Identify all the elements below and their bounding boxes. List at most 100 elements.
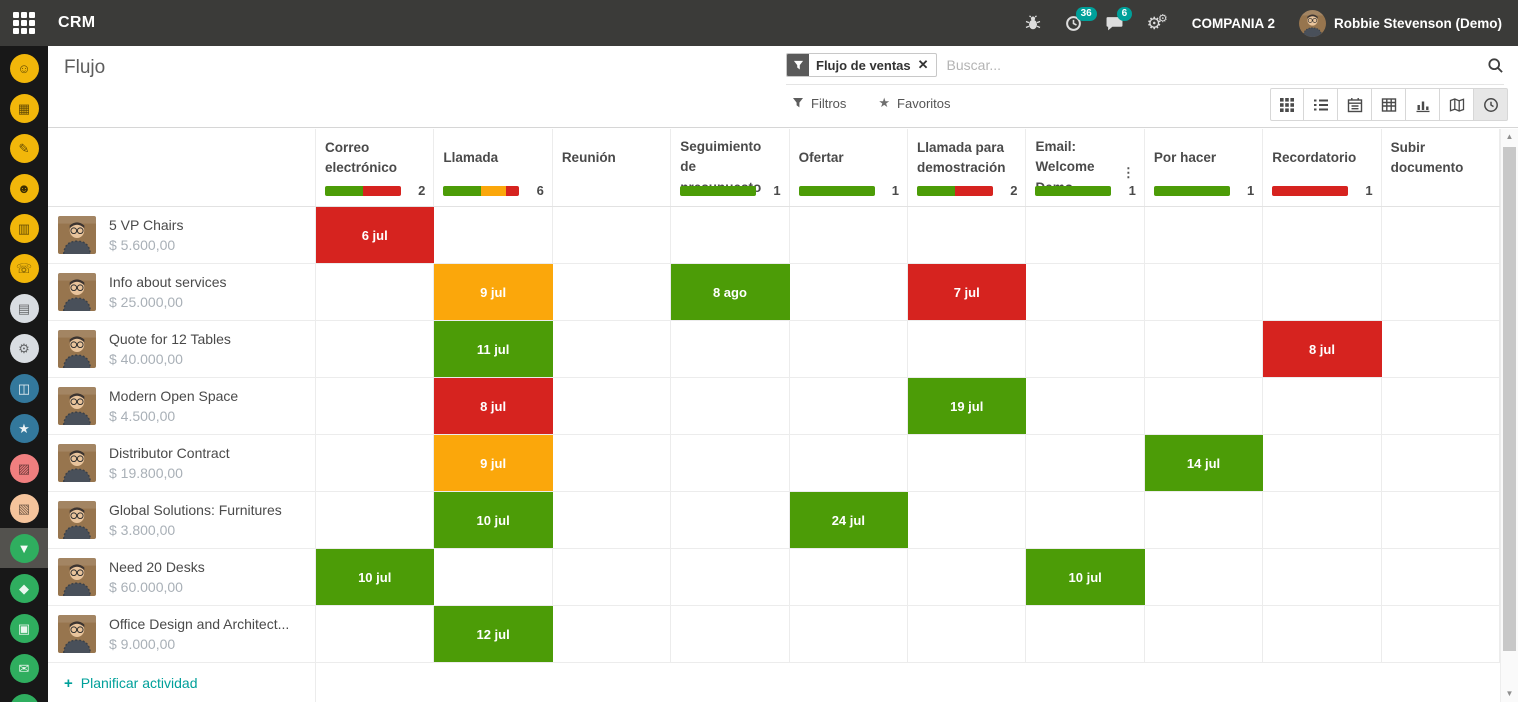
sidebar-app-project[interactable]: ● [0,688,48,702]
lead-name-cell[interactable]: Quote for 12 Tables $ 40.000,00 [48,321,316,377]
activity-cell-r2-c9[interactable] [1263,264,1382,320]
sidebar-app-presentations[interactable]: ▥ [0,208,48,248]
activity-cell-r2-c10[interactable] [1382,264,1501,320]
lead-name-cell[interactable]: Need 20 Desks $ 60.000,00 [48,549,316,605]
view-switch-map[interactable] [1440,88,1474,121]
activity-cell-r5-c2[interactable]: 9 jul [434,435,553,491]
column-progress-bar[interactable] [1153,185,1230,196]
search-icon[interactable] [1487,57,1504,74]
sidebar-app-events[interactable]: ★ [0,408,48,448]
column-header-7[interactable]: Email: Welcome Demo⋮1 [1026,129,1145,206]
sidebar-app-calendar[interactable]: ▦ [0,88,48,128]
activity-cell-r7-c2[interactable] [434,549,553,605]
activity-cell-r5-c8[interactable]: 14 jul [1144,435,1264,491]
sidebar-app-purchase[interactable]: ▨ [0,448,48,488]
sidebar-app-sales[interactable]: ◆ [0,568,48,608]
activity-cell-r7-c8[interactable] [1145,549,1264,605]
sidebar-app-inventory[interactable]: ▧ [0,488,48,528]
activity-cell-r3-c4[interactable] [671,321,790,377]
sidebar-app-phone[interactable]: ☏ [0,248,48,288]
activity-cell-r5-c5[interactable] [790,435,909,491]
vertical-scrollbar[interactable]: ▲ ▼ [1500,129,1518,702]
activity-cell-r5-c10[interactable] [1382,435,1501,491]
activity-cell-r1-c5[interactable] [790,207,909,263]
lead-name-cell[interactable]: Info about services $ 25.000,00 [48,264,316,320]
activity-cell-r1-c1[interactable]: 6 jul [316,207,435,263]
filters-button[interactable]: Filtros [792,95,846,111]
activity-cell-r4-c1[interactable] [316,378,435,434]
view-switch-pivot[interactable] [1372,88,1406,121]
activity-cell-r4-c5[interactable] [790,378,909,434]
column-header-1[interactable]: Correo electrónico 2 [316,129,435,206]
activity-cell-r2-c2[interactable]: 9 jul [434,264,553,320]
activity-cell-r5-c6[interactable] [908,435,1027,491]
view-switch-activity[interactable] [1474,88,1508,121]
activity-cell-r2-c3[interactable] [553,264,672,320]
sidebar-app-contacts[interactable]: ☺ [0,48,48,88]
activity-cell-r1-c2[interactable] [434,207,553,263]
activity-cell-r6-c6[interactable] [908,492,1027,548]
activity-cell-r6-c10[interactable] [1382,492,1501,548]
activity-cell-r7-c4[interactable] [671,549,790,605]
activity-cell-r3-c7[interactable] [1026,321,1145,377]
activity-cell-r3-c9[interactable]: 8 jul [1263,321,1382,377]
column-progress-bar[interactable] [443,185,520,196]
column-header-5[interactable]: Ofertar 1 [790,129,909,206]
activity-cell-r3-c8[interactable] [1145,321,1264,377]
scrollbar-thumb[interactable] [1503,147,1516,651]
activity-cell-r4-c3[interactable] [553,378,672,434]
activity-cell-r7-c7[interactable]: 10 jul [1026,549,1145,605]
activity-cell-r1-c7[interactable] [1026,207,1145,263]
activity-cell-r7-c1[interactable]: 10 jul [316,549,435,605]
sidebar-app-point-of-sale[interactable]: ▣ [0,608,48,648]
activity-cell-r1-c8[interactable] [1145,207,1264,263]
facet-remove-button[interactable]: ✕ [917,57,929,72]
activity-cell-r8-c1[interactable] [316,606,435,662]
activity-cell-r3-c3[interactable] [553,321,672,377]
lead-name-cell[interactable]: Distributor Contract $ 19.800,00 [48,435,316,491]
activity-cell-r8-c8[interactable] [1145,606,1264,662]
activity-cell-r1-c10[interactable] [1382,207,1501,263]
lead-name-cell[interactable]: 5 VP Chairs $ 5.600,00 [48,207,316,263]
activity-cell-r5-c9[interactable] [1263,435,1382,491]
activity-cell-r1-c4[interactable] [671,207,790,263]
sidebar-app-notes[interactable]: ✎ [0,128,48,168]
activity-cell-r8-c4[interactable] [671,606,790,662]
activity-cell-r6-c4[interactable] [671,492,790,548]
activity-cell-r3-c6[interactable] [908,321,1027,377]
view-switch-kanban[interactable] [1270,88,1304,121]
app-title[interactable]: CRM [58,14,96,31]
activity-cell-r4-c4[interactable] [671,378,790,434]
activity-cell-r4-c10[interactable] [1382,378,1501,434]
column-progress-bar[interactable] [680,185,757,196]
view-switch-calendar[interactable] [1338,88,1372,121]
activity-cell-r2-c4[interactable]: 8 ago [671,264,790,320]
activity-cell-r7-c6[interactable] [908,549,1027,605]
activity-cell-r8-c10[interactable] [1382,606,1501,662]
activity-cell-r5-c7[interactable] [1026,435,1145,491]
activity-cell-r3-c10[interactable] [1382,321,1501,377]
search-input[interactable] [946,57,1487,73]
column-header-4[interactable]: Seguimiento de presupuesto1 [671,129,790,206]
activity-cell-r6-c3[interactable] [553,492,672,548]
sidebar-app-elearning[interactable]: ◫ [0,368,48,408]
lead-name-cell[interactable]: Global Solutions: Furnitures $ 3.800,00 [48,492,316,548]
view-switch-list[interactable] [1304,88,1338,121]
activity-cell-r6-c7[interactable] [1026,492,1145,548]
column-header-3[interactable]: Reunión [553,129,672,206]
lead-name-cell[interactable]: Office Design and Architect... $ 9.000,00 [48,606,316,662]
search-facet[interactable]: Flujo de ventas ✕ [786,53,937,77]
activities-clock-icon[interactable]: 36 [1065,6,1097,32]
activity-cell-r7-c10[interactable] [1382,549,1501,605]
column-header-9[interactable]: Recordatorio 1 [1263,129,1382,206]
sidebar-app-documents[interactable]: ▤ [0,288,48,328]
sidebar-app-fleet[interactable]: ⚙ [0,328,48,368]
activity-cell-r4-c6[interactable]: 19 jul [908,378,1027,434]
activity-cell-r1-c6[interactable] [908,207,1027,263]
activity-cell-r4-c8[interactable] [1145,378,1264,434]
favorites-button[interactable]: ★ Favoritos [878,95,951,111]
activity-cell-r5-c4[interactable] [671,435,790,491]
user-menu[interactable]: Robbie Stevenson (Demo) [1298,9,1502,37]
scrollbar-up-arrow[interactable]: ▲ [1505,132,1514,141]
activity-cell-r6-c9[interactable] [1263,492,1382,548]
